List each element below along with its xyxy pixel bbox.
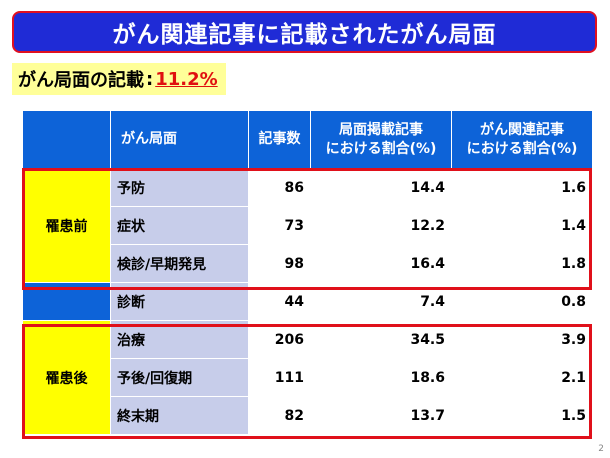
cancer-pct-cell: 1.8 [451,244,593,283]
articles-cell: 73 [248,206,311,245]
cancer-pct-cell: 1.4 [451,206,593,245]
stage-cell: 診断 [110,282,249,321]
slide-title: がん関連記事に記載されたがん局面 [12,11,597,53]
stage-cell: 予後/回復期 [110,358,249,397]
cancer-pct-cell: 1.5 [451,396,593,435]
cancer-pct-cell: 2.1 [451,358,593,397]
cancer-stage-table: がん局面 記事数 局面掲載記事 における割合(%) がん関連記事 における割合(… [22,110,593,435]
stage-pct-cell: 16.4 [310,244,452,283]
header-articles: 記事数 [248,110,311,169]
articles-cell: 44 [248,282,311,321]
summary-callout: がん局面の記載 : 11.2% [12,63,226,95]
summary-colon: : [146,68,154,90]
group-label-empty [22,282,111,321]
stage-pct-cell: 14.4 [310,168,452,207]
articles-cell: 206 [248,320,311,359]
header-blank [22,110,111,169]
summary-label: がん局面の記載 [18,70,144,91]
stage-cell: 予防 [110,168,249,207]
page-number: 2 [598,444,604,454]
table-row: 予後/回復期 111 18.6 2.1 [23,358,593,397]
table-header-row: がん局面 記事数 局面掲載記事 における割合(%) がん関連記事 における割合(… [22,110,593,169]
stage-pct-cell: 12.2 [310,206,452,245]
articles-cell: 86 [248,168,311,207]
summary-value: 11.2% [155,68,218,90]
header-cancer-pct: がん関連記事 における割合(%) [451,110,593,169]
stage-pct-cell: 7.4 [310,282,452,321]
stage-pct-cell: 13.7 [310,396,452,435]
table-row: 診断 44 7.4 0.8 [22,282,593,321]
cancer-pct-cell: 1.6 [451,168,593,207]
group-label-post: 罹患後 [22,320,111,435]
table-row: 検診/早期発見 98 16.4 1.8 [23,244,593,283]
articles-cell: 82 [248,396,311,435]
articles-cell: 98 [248,244,311,283]
stage-pct-cell: 18.6 [310,358,452,397]
stage-cell: 治療 [110,320,249,359]
stage-cell: 検診/早期発見 [110,244,249,283]
group-label-pre: 罹患前 [22,168,111,283]
table-row: 罹患前 予防 86 14.4 1.6 [22,168,593,283]
table-row: 罹患後 治療 206 34.5 3.9 [22,320,593,435]
table-row: 終末期 82 13.7 1.5 [23,396,593,435]
cancer-pct-cell: 3.9 [451,320,593,359]
header-stage: がん局面 [110,110,249,169]
stage-cell: 終末期 [110,396,249,435]
articles-cell: 111 [248,358,311,397]
stage-pct-cell: 34.5 [310,320,452,359]
header-stage-pct: 局面掲載記事 における割合(%) [310,110,452,169]
cancer-pct-cell: 0.8 [451,282,593,321]
stage-cell: 症状 [110,206,249,245]
table-row: 症状 73 12.2 1.4 [23,206,593,245]
